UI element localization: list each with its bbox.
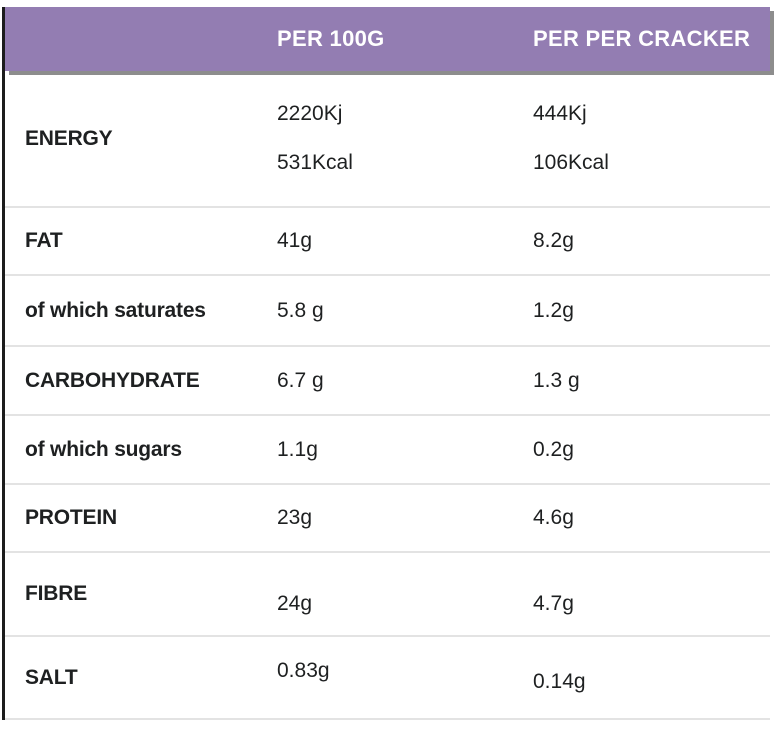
per-100g-value: 5.8 g	[277, 299, 533, 323]
per-100g-value: 1.1g	[277, 438, 533, 462]
table-header-row: PER 100G PER PER CRACKER	[5, 7, 770, 71]
header-per-cracker: PER PER CRACKER	[533, 26, 751, 51]
value-text: 1.2g	[533, 298, 574, 322]
nutrition-table: PER 100G PER PER CRACKER ENERGY 2220Kj 5…	[2, 7, 770, 720]
row-label: CARBOHYDRATE	[25, 368, 200, 392]
value-text: 41g	[277, 229, 313, 252]
per-cracker-value: 1.3 g	[533, 369, 770, 393]
value-text: 4.6g	[533, 506, 574, 529]
value-text: 0.14g	[533, 669, 586, 693]
row-label: of which saturates	[25, 298, 206, 322]
table-row-protein: PROTEIN 23g 4.6g	[5, 485, 770, 553]
per-cracker-value: 4.6g	[533, 506, 770, 530]
energy-kj-per-cracker: 444Kj	[533, 102, 587, 125]
value-text: 1.1g	[277, 437, 318, 461]
row-label: FIBRE	[25, 582, 88, 605]
header-per-100g: PER 100G	[277, 26, 385, 51]
energy-kcal-per-100g: 531Kcal	[277, 151, 353, 174]
value-text: 8.2g	[533, 229, 574, 252]
row-label: FAT	[25, 229, 63, 252]
table-row-salt: SALT 0.83g 0.14g	[5, 637, 770, 720]
per-100g-value: 41g	[277, 229, 533, 253]
row-label: of which sugars	[25, 437, 182, 461]
per-100g-value: 23g	[277, 506, 533, 530]
per-100g-value: 2220Kj 531Kcal	[277, 102, 533, 175]
table-row-energy: ENERGY 2220Kj 531Kcal 444Kj 106Kcal	[5, 71, 770, 208]
per-cracker-value: 444Kj 106Kcal	[533, 102, 770, 175]
value-text: 0.83g	[277, 658, 330, 682]
value-text: 24g	[277, 592, 313, 615]
value-text: 23g	[277, 506, 313, 529]
row-label: SALT	[25, 665, 78, 689]
value-text: 1.3 g	[533, 368, 580, 392]
per-100g-value: 24g	[277, 582, 533, 615]
row-label: ENERGY	[25, 126, 113, 150]
row-label: PROTEIN	[25, 506, 117, 529]
value-text: 0.2g	[533, 437, 574, 461]
per-cracker-value: 8.2g	[533, 229, 770, 253]
per-100g-value: 0.83g	[277, 659, 533, 690]
per-cracker-value: 1.2g	[533, 299, 770, 323]
table-row-sugars: of which sugars 1.1g 0.2g	[5, 416, 770, 485]
per-100g-value: 6.7 g	[277, 369, 533, 393]
per-cracker-value: 0.14g	[533, 666, 770, 693]
value-text: 4.7g	[533, 592, 574, 615]
table-row-fat: FAT 41g 8.2g	[5, 208, 770, 276]
value-text: 6.7 g	[277, 368, 324, 392]
table-row-carbohydrate: CARBOHYDRATE 6.7 g 1.3 g	[5, 347, 770, 416]
per-cracker-value: 4.7g	[533, 582, 770, 615]
per-cracker-value: 0.2g	[533, 438, 770, 462]
energy-kj-per-100g: 2220Kj	[277, 102, 343, 125]
table-row-saturates: of which saturates 5.8 g 1.2g	[5, 276, 770, 347]
energy-kcal-per-cracker: 106Kcal	[533, 151, 609, 174]
table-row-fibre: FIBRE 24g 4.7g	[5, 553, 770, 637]
value-text: 5.8 g	[277, 298, 324, 322]
